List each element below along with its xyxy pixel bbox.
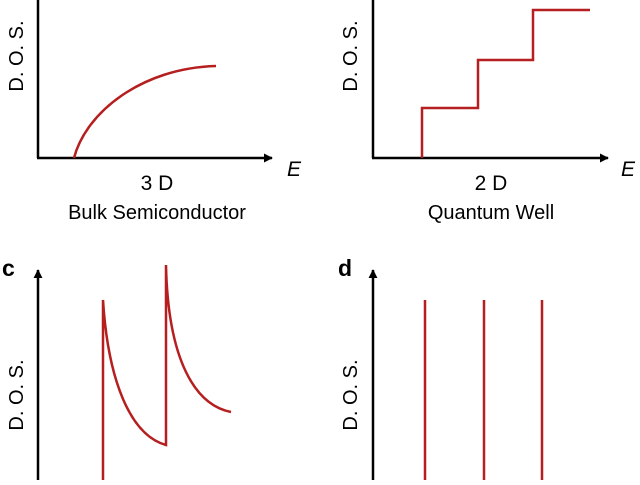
panel-c-ylabel: D. O. S.: [6, 359, 28, 430]
panel-b-caption: Quantum Well: [428, 202, 554, 224]
panel-b-dimension: 2 D: [475, 172, 508, 195]
panel-d-ylabel: D. O. S.: [340, 359, 362, 430]
panel-a-caption: Bulk Semiconductor: [68, 202, 246, 224]
panel-a-xlabel: E: [287, 158, 302, 181]
panel-a-dimension: 3 D: [141, 172, 174, 195]
panel-b: D. O. S. E 2 D Quantum Well: [340, 0, 636, 224]
panel-c-dos-peaks: [101, 264, 232, 480]
panel-d-letter: d: [338, 255, 352, 281]
panel-a-dos-curve: [72, 64, 217, 159]
panel-c: c D. O. S.: [2, 255, 232, 482]
panel-b-ylabel: D. O. S.: [340, 20, 362, 91]
panel-b-xlabel: E: [621, 158, 636, 181]
panel-a: D. O. S. E 3 D Bulk Semiconductor: [6, 0, 302, 224]
panel-a-ylabel: D. O. S.: [6, 20, 28, 91]
panel-b-dos-staircase: [420, 8, 590, 158]
panel-d: d D. O. S.: [338, 255, 544, 482]
panel-c-letter: c: [2, 255, 15, 281]
